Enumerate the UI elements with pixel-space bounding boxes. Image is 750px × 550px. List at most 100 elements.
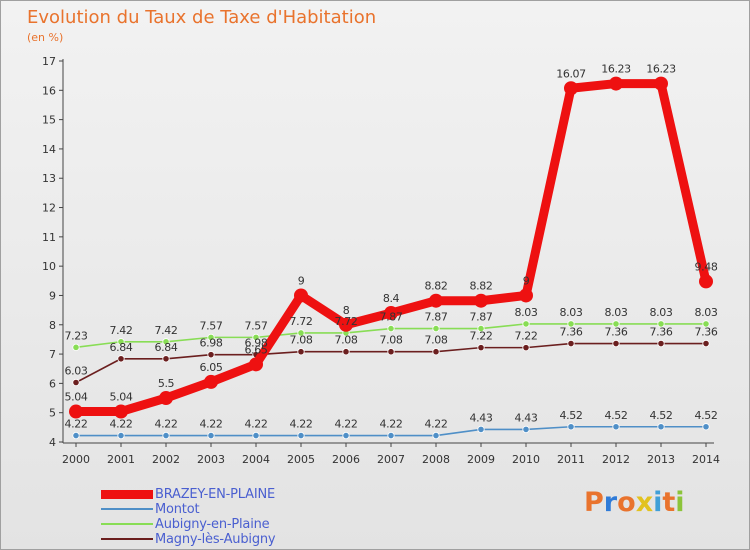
data-point bbox=[432, 324, 440, 333]
data-label: 7.87 bbox=[380, 311, 403, 324]
y-tick-label: 17 bbox=[42, 55, 56, 68]
x-tick-label: 2005 bbox=[287, 453, 315, 466]
data-labels: 5.04 5.04 5.5 6.05 6.65 9 8 8.4 8.82 8.82 9 16.07 16… bbox=[65, 63, 719, 431]
data-label: 7.72 bbox=[335, 315, 358, 328]
data-label: 7.57 bbox=[200, 319, 223, 332]
x-tick-label: 2014 bbox=[692, 453, 720, 466]
data-point bbox=[657, 339, 665, 348]
y-tick-label: 10 bbox=[42, 260, 56, 273]
data-point bbox=[207, 333, 215, 341]
data-label: 9 bbox=[523, 274, 530, 287]
y-tick-label: 14 bbox=[42, 143, 56, 156]
y-tick-label: 11 bbox=[42, 231, 56, 244]
data-label: 4.22 bbox=[200, 418, 223, 431]
data-label: 4.22 bbox=[155, 418, 178, 431]
data-point bbox=[297, 431, 305, 440]
data-point bbox=[387, 431, 395, 440]
data-point bbox=[432, 348, 440, 356]
data-point bbox=[72, 343, 80, 351]
data-label: 6.84 bbox=[155, 341, 178, 354]
data-point bbox=[387, 324, 395, 333]
data-label: 7.57 bbox=[245, 319, 268, 332]
data-label: 16.07 bbox=[556, 67, 586, 80]
data-label: 7.08 bbox=[335, 334, 358, 347]
data-point bbox=[384, 306, 398, 321]
brand-letter: i bbox=[675, 487, 685, 518]
data-point bbox=[204, 374, 218, 389]
data-point bbox=[522, 320, 530, 328]
data-label: 4.43 bbox=[515, 411, 538, 424]
data-point bbox=[114, 404, 128, 419]
data-label: 7.22 bbox=[515, 330, 538, 343]
data-point bbox=[159, 391, 173, 406]
data-label: 7.36 bbox=[650, 326, 673, 339]
series-lines bbox=[69, 76, 713, 440]
data-point bbox=[612, 339, 620, 348]
data-label: 7.22 bbox=[470, 330, 493, 343]
data-label: 8.03 bbox=[650, 306, 673, 319]
data-label: 6.98 bbox=[245, 337, 268, 350]
data-point bbox=[252, 431, 260, 440]
data-point bbox=[657, 320, 665, 328]
data-label: 6.98 bbox=[200, 337, 223, 350]
data-point bbox=[342, 348, 350, 356]
legend-label: Montot bbox=[155, 502, 200, 517]
data-label: 4.52 bbox=[695, 409, 718, 422]
y-tick-label: 15 bbox=[42, 114, 56, 127]
data-label: 7.42 bbox=[155, 324, 178, 337]
data-point bbox=[162, 431, 170, 440]
data-label: 7.36 bbox=[560, 326, 583, 339]
x-tick-label: 2012 bbox=[602, 453, 630, 466]
x-tick-label: 2002 bbox=[152, 453, 180, 466]
data-label: 8.03 bbox=[515, 306, 538, 319]
x-tick-label: 2003 bbox=[197, 453, 225, 466]
data-label: 8.82 bbox=[425, 280, 448, 293]
x-tick-label: 2010 bbox=[512, 453, 540, 466]
data-point bbox=[612, 423, 620, 431]
y-tick-label: 5 bbox=[49, 407, 56, 420]
x-tick-label: 2013 bbox=[647, 453, 675, 466]
data-label: 4.52 bbox=[560, 409, 583, 422]
brand-letter: i bbox=[653, 487, 663, 518]
x-tick-label: 2004 bbox=[242, 453, 270, 466]
x-tick-label: 2011 bbox=[557, 453, 585, 466]
data-label: 5.04 bbox=[65, 391, 88, 404]
data-label: 4.22 bbox=[65, 418, 88, 431]
data-point bbox=[567, 423, 575, 431]
x-tick-label: 2008 bbox=[422, 453, 450, 466]
data-label: 7.36 bbox=[605, 326, 628, 339]
data-label: 6.65 bbox=[245, 343, 268, 356]
data-label: 7.08 bbox=[425, 334, 448, 347]
brand-letter: t bbox=[662, 487, 676, 518]
data-point bbox=[429, 293, 443, 308]
data-point bbox=[699, 274, 713, 289]
y-tick-label: 13 bbox=[42, 172, 56, 185]
legend-label: BRAZEY-EN-PLAINE bbox=[155, 487, 276, 502]
data-label: 8.82 bbox=[470, 280, 493, 293]
data-label: 4.22 bbox=[425, 418, 448, 431]
data-label: 6.84 bbox=[110, 341, 133, 354]
data-point bbox=[207, 351, 215, 359]
brand-letter: P bbox=[584, 487, 604, 518]
data-point bbox=[657, 423, 665, 431]
data-label: 16.23 bbox=[601, 63, 631, 76]
data-label: 6.05 bbox=[200, 361, 223, 374]
legend-swatch bbox=[101, 538, 153, 540]
data-point bbox=[432, 431, 440, 440]
y-tick-label: 16 bbox=[42, 84, 56, 97]
data-label: 8 bbox=[343, 304, 350, 317]
y-tick-label: 8 bbox=[49, 319, 56, 332]
data-point bbox=[477, 344, 485, 352]
data-point bbox=[162, 355, 170, 363]
data-label: 4.52 bbox=[605, 409, 628, 422]
data-label: 4.22 bbox=[245, 418, 268, 431]
data-point bbox=[72, 431, 80, 440]
data-label: 7.42 bbox=[110, 324, 133, 337]
data-point bbox=[339, 317, 353, 332]
data-label: 4.52 bbox=[650, 409, 673, 422]
y-tick-label: 7 bbox=[49, 348, 56, 361]
data-point bbox=[702, 320, 710, 328]
data-point bbox=[522, 344, 530, 352]
data-label: 7.08 bbox=[290, 334, 313, 347]
